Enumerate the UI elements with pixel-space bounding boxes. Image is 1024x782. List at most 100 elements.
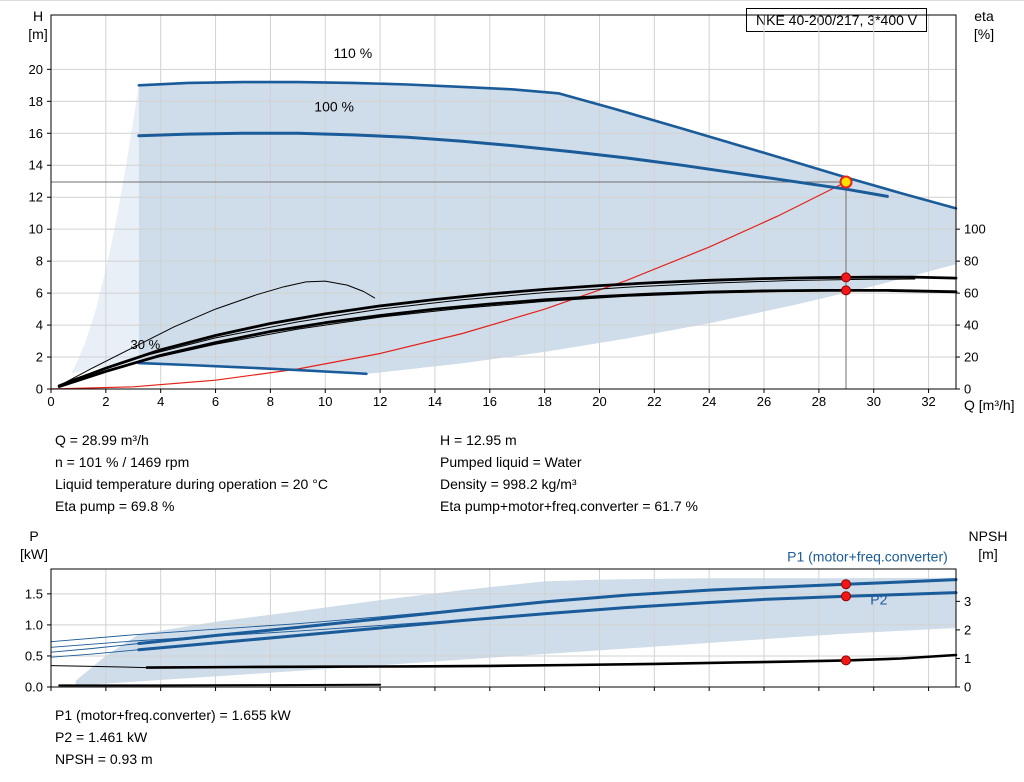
head-capacity-chart: 110 %100 %30 %0 2 4 6 8 10 12 14 16 18 20 22 24 26 28 3… [29,14,986,409]
bottom-tick-marks [47,593,960,691]
svg-text:16: 16 [29,126,43,141]
svg-text:3: 3 [964,594,971,609]
info-head-line: H = 12.95 m [440,432,517,448]
operating-envelope-main [138,82,957,374]
top-tick-marks [47,68,960,393]
p-axis-unit: [kW] [20,546,48,562]
eta-pump-marker [841,272,851,283]
info-density-line: Density = 998.2 kg/m³ [440,476,577,492]
duty-info-right: H = 12.95 m Pumped liquid = Water Densit… [440,429,698,517]
svg-text:28: 28 [812,394,826,409]
svg-text:14: 14 [428,394,442,409]
svg-text:10: 10 [318,394,332,409]
info-q-line: Q = 28.99 m³/h [55,432,149,448]
info-temperature-line: Liquid temperature during operation = 20… [55,476,328,492]
svg-text:0.5: 0.5 [25,648,43,663]
svg-text:10: 10 [29,222,43,237]
eta-total-curve [57,288,958,389]
q-axis-title: Q [m³/h] [964,397,1015,413]
label-100-percent: 100 % [314,99,354,115]
pump-title-text: NKE 40-200/217, 3*400 V [756,12,918,28]
svg-text:26: 26 [757,394,771,409]
svg-text:8: 8 [36,254,43,269]
svg-text:20: 20 [592,394,606,409]
eta-curve-thin-1 [72,278,916,380]
curve-min-speed [137,361,368,376]
curve-110-percent [137,80,958,210]
svg-text:2: 2 [964,622,971,637]
operating-envelope-left [71,85,139,374]
label-30-percent: 30 % [131,337,161,352]
label-110-percent: 110 % [334,45,373,61]
top-plot-frame [50,14,957,390]
top-tick-labels: 0 2 4 6 8 10 12 14 16 18 20 22 24 26 28 30 3202468101214… [29,62,986,409]
h-axis-symbol: H [32,8,44,24]
info-npsh-line: NPSH = 0.93 m [55,751,153,767]
eta-axis-title: eta [%] [962,7,1006,43]
svg-text:1.5: 1.5 [25,586,43,601]
curve-100-percent [137,131,889,198]
info-p1-line: P1 (motor+freq.converter) = 1.655 kW [55,707,291,723]
svg-text:6: 6 [36,286,43,301]
svg-text:1.0: 1.0 [25,617,43,632]
bottom-tick-labels: 0.0 0.5 1.0 1.5 0 1 2 3 [25,586,971,694]
info-p2-line: P2 = 1.461 kW [55,729,148,745]
npsh-curve [145,653,958,669]
svg-text:30: 30 [866,394,880,409]
p1-curve [137,578,958,645]
p-axis-symbol: P [29,528,39,544]
svg-text:20: 20 [964,350,978,365]
p1-marker [841,579,851,590]
svg-text:8: 8 [267,394,274,409]
npsh-axis-symbol: NPSH [968,528,1008,544]
svg-text:80: 80 [964,254,978,269]
svg-text:1: 1 [964,651,971,666]
svg-text:2: 2 [36,350,43,365]
system-curve-red [50,181,847,390]
label-p2: P2 [870,591,887,607]
svg-text:0.0: 0.0 [25,680,43,695]
svg-text:4: 4 [157,394,164,409]
eta-curve-reduced-speed-arc [61,280,376,385]
duty-point-marker[interactable] [839,175,853,189]
h-axis-unit: [m] [28,26,48,42]
svg-text:40: 40 [964,318,978,333]
svg-text:32: 32 [921,394,935,409]
npsh-axis-unit: [m] [978,546,998,562]
h-axis-title: H [m] [20,7,56,43]
p2-curve [137,591,958,652]
p-axis-title: P [kW] [12,527,56,563]
eta-axis-symbol: eta [974,8,994,24]
info-eta-pump-line: Eta pump = 69.8 % [55,498,175,514]
svg-text:6: 6 [212,394,219,409]
p2-zero-extension [50,649,140,658]
p1-zero-extension [50,643,140,653]
info-speed-line: n = 101 % / 1469 rpm [55,454,190,470]
svg-text:16: 16 [483,394,497,409]
svg-text:18: 18 [537,394,551,409]
npsh-zero-extension [50,665,148,669]
svg-text:0: 0 [964,680,971,695]
p2-marker [841,591,851,602]
svg-text:18: 18 [29,94,43,109]
info-liquid-line: Pumped liquid = Water [440,454,582,470]
svg-text:14: 14 [29,158,43,173]
label-p1: P1 (motor+freq.converter) [787,549,948,565]
svg-text:12: 12 [29,190,43,205]
svg-text:0: 0 [36,382,43,397]
svg-text:2: 2 [102,394,109,409]
svg-text:60: 60 [964,286,978,301]
pump-title-box: NKE 40-200/217, 3*400 V [746,8,928,32]
svg-text:20: 20 [29,62,43,77]
info-eta-total-line: Eta pump+motor+freq.converter = 61.7 % [440,498,698,514]
power-envelope [75,577,956,686]
svg-text:12: 12 [373,394,387,409]
npsh-marker [841,655,851,666]
svg-text:24: 24 [702,394,716,409]
svg-text:0: 0 [47,394,54,409]
svg-text:100: 100 [964,222,986,237]
power-npsh-chart: P1 (motor+freq.converter)P20.00.51.01.50… [25,549,971,695]
duty-info-left: Q = 28.99 m³/h n = 101 % / 1469 rpm Liqu… [55,429,328,517]
eta-axis-unit: [%] [973,26,995,42]
